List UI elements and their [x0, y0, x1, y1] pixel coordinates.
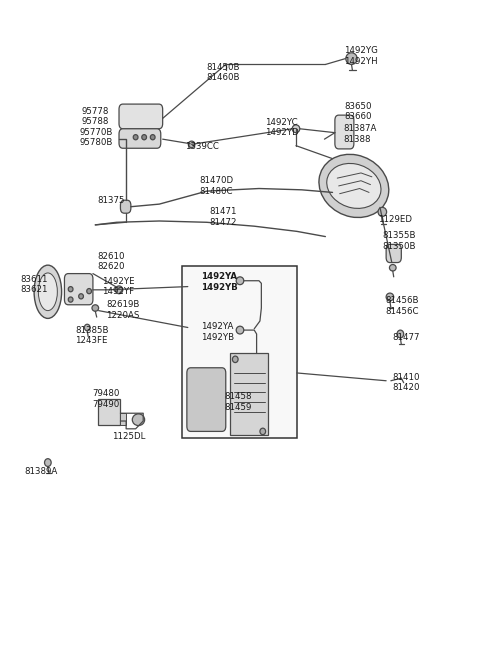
Text: 81470D
81480C: 81470D 81480C [200, 176, 234, 196]
Text: 1339CC: 1339CC [185, 141, 219, 151]
Text: 1492YA
1492YB: 1492YA 1492YB [201, 272, 238, 291]
Ellipse shape [79, 293, 84, 299]
Text: 81375: 81375 [97, 196, 125, 206]
Text: 81471
81472: 81471 81472 [209, 208, 237, 227]
Ellipse shape [87, 289, 92, 293]
Text: 83650
83660: 83650 83660 [344, 102, 372, 121]
Text: 1129ED: 1129ED [378, 215, 411, 223]
Text: 81355B
81350B: 81355B 81350B [383, 231, 416, 251]
Ellipse shape [150, 135, 155, 140]
Ellipse shape [232, 356, 238, 363]
Bar [97, 399, 120, 425]
Text: 81389A: 81389A [24, 467, 58, 476]
Text: 83611
83621: 83611 83621 [21, 275, 48, 294]
Ellipse shape [68, 297, 73, 302]
Bar [229, 354, 268, 435]
Ellipse shape [38, 273, 57, 310]
Ellipse shape [132, 414, 144, 426]
Ellipse shape [397, 330, 404, 338]
FancyBboxPatch shape [386, 244, 401, 263]
Ellipse shape [34, 265, 61, 318]
Text: 79480
79490: 79480 79490 [92, 389, 120, 409]
Ellipse shape [84, 324, 90, 331]
Bar [120, 413, 126, 425]
FancyBboxPatch shape [119, 104, 163, 129]
Text: 95778
95788: 95778 95788 [81, 107, 108, 126]
Ellipse shape [188, 141, 195, 147]
Ellipse shape [378, 208, 386, 216]
Bar [182, 266, 297, 438]
FancyBboxPatch shape [335, 115, 354, 149]
Text: 82610
82620: 82610 82620 [97, 252, 125, 271]
Text: 1492YC
1492YD: 1492YC 1492YD [264, 118, 299, 137]
Text: 81410
81420: 81410 81420 [393, 373, 420, 392]
Ellipse shape [133, 135, 138, 140]
Ellipse shape [389, 265, 396, 271]
Ellipse shape [236, 326, 244, 334]
Text: 1125DL: 1125DL [112, 432, 145, 441]
Text: 81387A
81388: 81387A 81388 [343, 124, 377, 143]
Ellipse shape [236, 277, 244, 285]
Ellipse shape [115, 286, 123, 293]
FancyBboxPatch shape [120, 200, 131, 213]
Ellipse shape [327, 164, 381, 208]
Ellipse shape [68, 287, 73, 291]
Ellipse shape [45, 458, 51, 466]
Ellipse shape [386, 293, 394, 301]
Text: 1492YE
1492YF: 1492YE 1492YF [102, 277, 135, 296]
Ellipse shape [92, 305, 98, 311]
Text: 82619B
1220AS: 82619B 1220AS [106, 300, 140, 320]
Text: 81458
81459: 81458 81459 [225, 392, 252, 412]
Text: 1492YA
1492YB: 1492YA 1492YB [201, 322, 234, 342]
Text: 81385B
1243FE: 81385B 1243FE [75, 326, 108, 345]
Text: 81450B
81460B: 81450B 81460B [207, 63, 240, 82]
Ellipse shape [292, 125, 300, 133]
FancyBboxPatch shape [187, 367, 226, 432]
Ellipse shape [346, 53, 357, 64]
Ellipse shape [260, 428, 265, 435]
Text: 1492YG
1492YH: 1492YG 1492YH [344, 47, 378, 66]
Text: 81456B
81456C: 81456B 81456C [385, 296, 419, 316]
FancyBboxPatch shape [119, 129, 161, 148]
Text: 95770B
95780B: 95770B 95780B [80, 128, 113, 147]
Ellipse shape [142, 135, 146, 140]
Ellipse shape [319, 155, 389, 217]
FancyBboxPatch shape [64, 274, 93, 305]
Text: 81477: 81477 [393, 333, 420, 342]
